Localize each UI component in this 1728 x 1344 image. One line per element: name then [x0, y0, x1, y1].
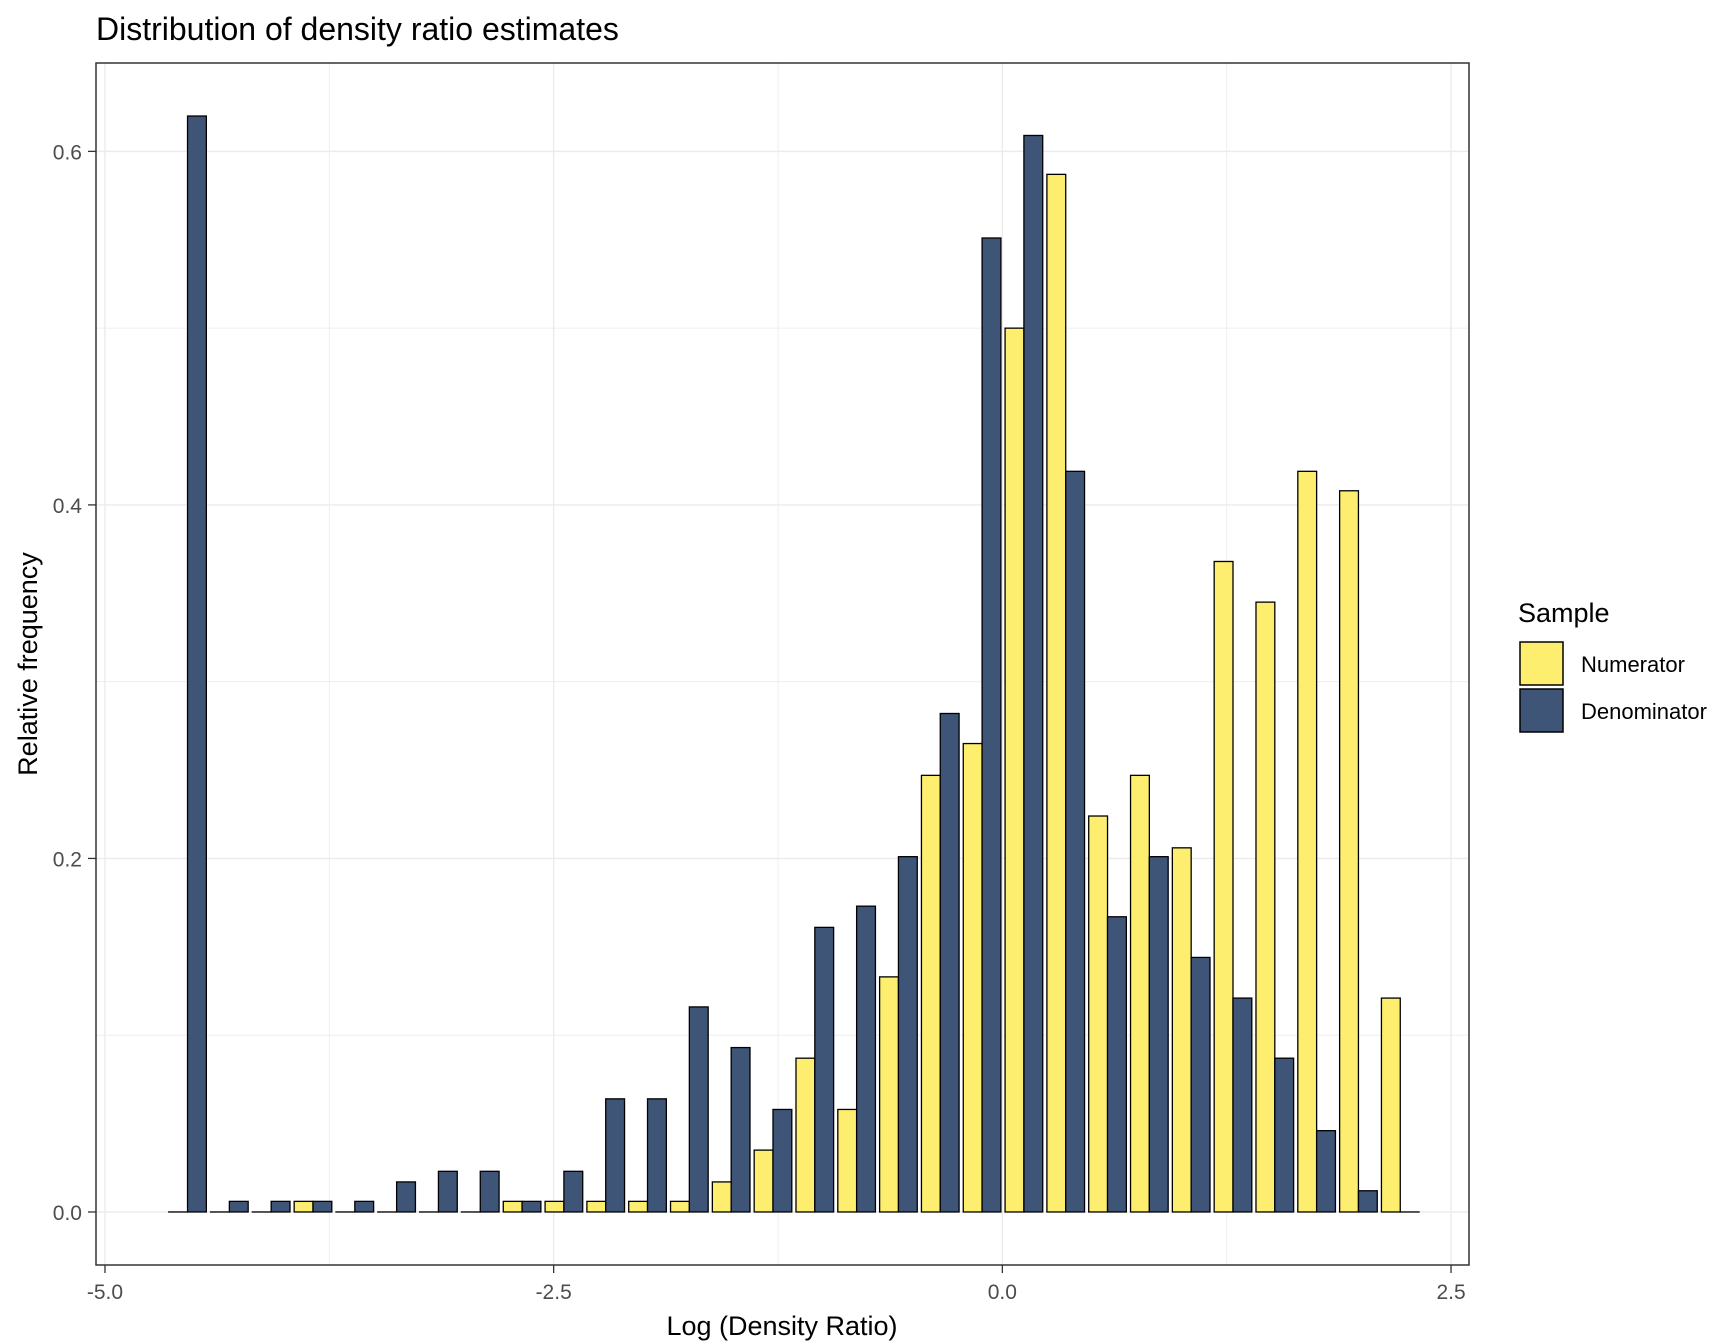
bar-denominator: [772, 1108, 793, 1213]
bar-denominator: [981, 237, 1002, 1213]
bar-numerator: [920, 774, 941, 1213]
bar-numerator: [1338, 490, 1360, 1213]
bar-denominator: [1274, 1057, 1295, 1213]
bar-numerator: [1046, 173, 1067, 1213]
x-tick-label: 0.0: [988, 1281, 1017, 1304]
bar-numerator: [962, 742, 983, 1213]
legend-title: Sample: [1518, 598, 1610, 628]
bar-numerator: [1213, 560, 1234, 1213]
bar-denominator: [646, 1098, 668, 1213]
bar-denominator: [521, 1200, 542, 1213]
bar-numerator: [1004, 327, 1025, 1213]
bar-numerator: [502, 1200, 523, 1213]
y-tick-label: 0.4: [53, 495, 83, 518]
bar-numerator: [1297, 470, 1318, 1213]
bar-numerator: [711, 1181, 732, 1213]
bar-numerator: [1129, 774, 1151, 1213]
bar-numerator: [544, 1200, 565, 1213]
legend-label-numerator: Numerator: [1581, 652, 1685, 677]
bar-denominator: [730, 1046, 751, 1213]
bar-numerator: [753, 1149, 774, 1213]
bar-numerator: [1255, 601, 1276, 1213]
legend: Sample Numerator Denominator: [1518, 598, 1707, 733]
bar-denominator: [395, 1181, 417, 1213]
bar-denominator: [605, 1098, 626, 1213]
x-axis-title: Log (Density Ratio): [666, 1311, 897, 1341]
y-axis: 0.0 0.2 0.4 0.6: [53, 141, 96, 1225]
bar-denominator: [1315, 1130, 1337, 1213]
bar-denominator: [228, 1200, 249, 1213]
plot-panel: [95, 62, 1470, 1266]
y-axis-title: Relative frequency: [13, 552, 43, 776]
legend-label-denominator: Denominator: [1581, 699, 1707, 724]
bar-denominator: [897, 856, 918, 1213]
legend-key-denominator: [1519, 688, 1564, 733]
panel-border: [95, 62, 1470, 1266]
bar-denominator: [186, 115, 208, 1213]
bar-numerator: [1380, 997, 1401, 1213]
x-tick-label: 2.5: [1436, 1281, 1465, 1304]
bar-denominator: [1190, 956, 1211, 1213]
bar-numerator: [878, 976, 900, 1213]
bars: [168, 115, 1420, 1213]
x-tick-label: -5.0: [87, 1281, 123, 1304]
y-tick-label: 0.2: [53, 848, 82, 871]
bar-numerator: [293, 1200, 314, 1213]
bar-denominator: [437, 1170, 458, 1213]
x-axis: -5.0 -2.5 0.0 2.5: [87, 1265, 1466, 1304]
bar-denominator: [270, 1200, 291, 1213]
bar-numerator: [837, 1108, 858, 1213]
bar-denominator: [939, 712, 960, 1213]
chart-title: Distribution of density ratio estimates: [96, 11, 619, 47]
bar-numerator: [628, 1200, 649, 1213]
bar-denominator: [479, 1170, 500, 1213]
y-tick-label: 0.0: [53, 1202, 82, 1225]
bar-denominator: [688, 1006, 709, 1213]
bar-denominator: [354, 1200, 375, 1213]
bar-denominator: [814, 926, 835, 1213]
bar-denominator: [312, 1200, 333, 1213]
bar-denominator: [1148, 856, 1169, 1213]
bar-numerator: [795, 1057, 816, 1213]
legend-key-numerator: [1519, 641, 1564, 686]
bar-numerator: [669, 1200, 691, 1213]
bar-denominator: [1357, 1190, 1378, 1213]
y-tick-label: 0.6: [53, 141, 82, 164]
bar-denominator: [1065, 470, 1086, 1213]
bar-numerator: [586, 1200, 607, 1213]
bar-denominator: [1023, 134, 1044, 1213]
bar-numerator: [1171, 847, 1192, 1213]
bar-denominator: [1106, 916, 1128, 1213]
bar-numerator: [1088, 815, 1109, 1213]
bar-denominator: [1232, 997, 1253, 1213]
x-tick-label: -2.5: [536, 1281, 572, 1304]
bar-denominator: [855, 905, 877, 1213]
bar-denominator: [563, 1170, 584, 1213]
